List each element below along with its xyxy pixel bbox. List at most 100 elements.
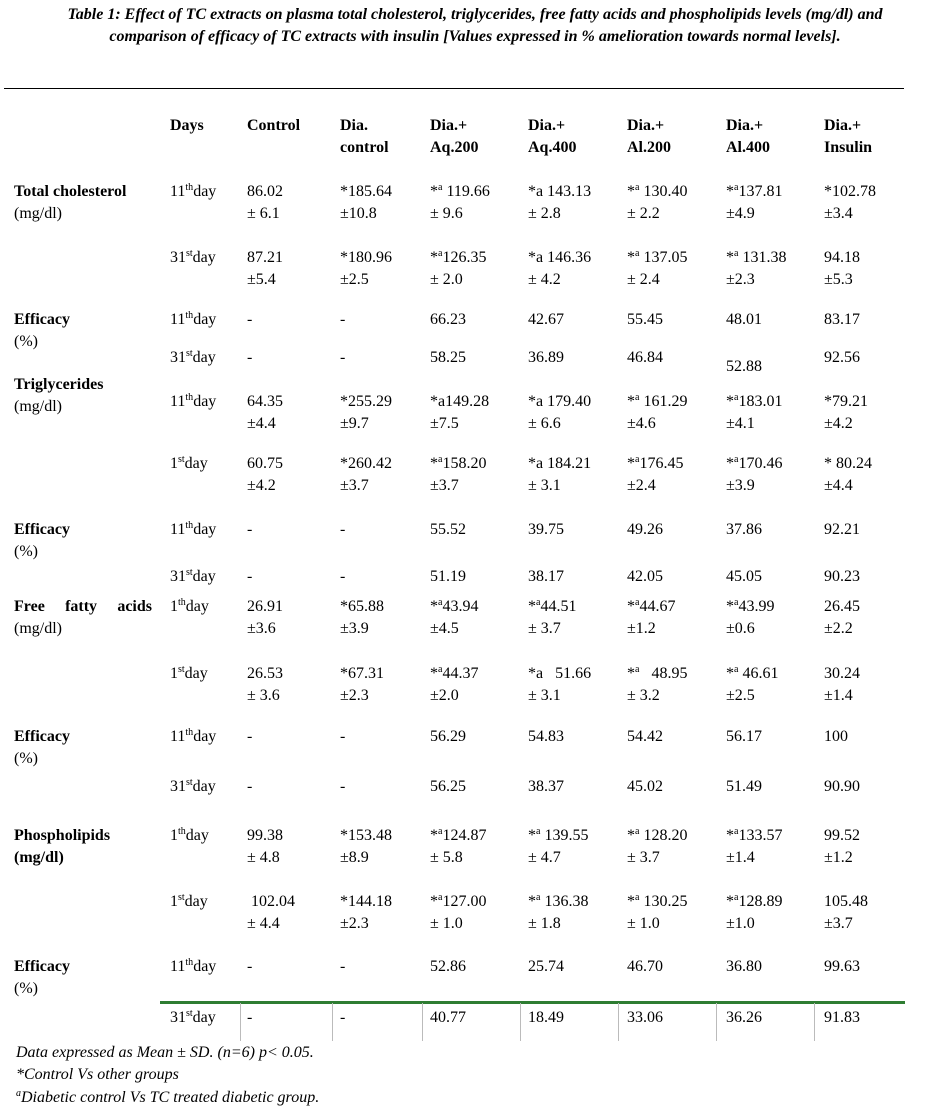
value-cell-aq400: *a 146.36 ± 4.2 <box>528 247 591 291</box>
day-cell: 1thday <box>170 825 209 847</box>
value-mean: *a 146.36 <box>528 249 592 266</box>
significance-star: * <box>726 393 734 410</box>
header-dia-al200-line: Al.200 <box>627 139 671 156</box>
value-sd: ±2.4 <box>627 477 656 494</box>
value-mean-number: 170.46 <box>738 455 783 472</box>
significance-superscript: a <box>734 826 739 837</box>
value-sd: ± 1.8 <box>528 915 561 932</box>
value-sd: ± 5.8 <box>430 849 463 866</box>
value-sd: ±9.7 <box>340 415 369 432</box>
value-mean: *153.48 <box>340 827 392 844</box>
row-label-line: Triglycerides <box>14 376 104 393</box>
value-cell-diac: - <box>340 568 346 585</box>
day-number: 11 <box>170 183 186 200</box>
header-dia-control-line: Dia. <box>340 117 368 134</box>
day-ordinal: th <box>185 957 194 968</box>
value-mean: *a 179.40 <box>528 393 592 410</box>
value-cell-al200: 45.02 <box>627 778 663 795</box>
value-cell-diac: - <box>340 958 346 975</box>
day-number: 1 <box>170 455 178 472</box>
value-cell-control: - <box>247 778 253 795</box>
header-dia-al400: Dia.+ Al.400 <box>726 115 770 159</box>
value-cell-control: - <box>247 521 253 538</box>
day-cell: 11thday <box>170 181 216 203</box>
day-suffix: day <box>193 728 217 745</box>
value-cell-ins: 30.24 ±1.4 <box>824 663 860 707</box>
significance-superscript: a <box>635 182 640 193</box>
value-cell-al400: *a128.89 ±1.0 <box>726 891 782 935</box>
day-number: 11 <box>170 311 186 328</box>
value-sd: ±4.9 <box>726 205 755 222</box>
significance-superscript: a <box>438 892 443 903</box>
value-cell-aq200: 58.25 <box>430 349 466 366</box>
row-label-pl: Phospholipids (mg/dl) <box>14 825 110 869</box>
day-ordinal: th <box>185 520 194 531</box>
day-ordinal: th <box>178 597 186 608</box>
row-label-eff4: Efficacy (%) <box>14 956 70 1000</box>
row-label-line: Efficacy <box>14 728 70 745</box>
day-cell: 11thday <box>170 519 216 541</box>
value-mean: 26.91 <box>247 598 283 615</box>
row-label-line: Free fatty acids <box>14 598 152 615</box>
row-label-eff3: Efficacy (%) <box>14 726 70 770</box>
day-number: 1 <box>170 893 178 910</box>
day-ordinal: st <box>178 454 185 465</box>
day-suffix: day <box>193 521 217 538</box>
value-sd: ±3.6 <box>247 620 276 637</box>
day-ordinal: st <box>178 664 185 675</box>
day-cell: 11thday <box>170 309 216 331</box>
value-cell-control: 26.91 ±3.6 <box>247 596 283 640</box>
value-cell-aq200: *a126.35 ± 2.0 <box>430 247 486 291</box>
value-mean-number: 136.38 <box>540 893 589 910</box>
value-cell-aq200: *a124.87 ± 5.8 <box>430 825 486 869</box>
significance-superscript: a <box>438 454 443 465</box>
significance-star: * <box>627 598 635 615</box>
day-number: 1 <box>170 827 178 844</box>
value-mean: *102.78 <box>824 183 876 200</box>
value-sd: ±4.5 <box>430 620 459 637</box>
value-cell-al200: *a 130.40 ± 2.2 <box>627 181 687 225</box>
value-cell-aq200: *a127.00 ± 1.0 <box>430 891 486 935</box>
value-cell-al200: 33.06 <box>627 1009 663 1026</box>
value-mean: *a 48.95 <box>627 663 687 685</box>
value-mean: *67.31 <box>340 665 384 682</box>
value-mean: *a 184.21 <box>528 455 592 472</box>
significance-star: * <box>726 183 734 200</box>
value-cell-ins: 90.23 <box>824 568 860 585</box>
value-cell-al400: 36.26 <box>726 1009 762 1026</box>
value-mean: *a 119.66 <box>430 181 490 203</box>
row-label-line: Efficacy <box>14 521 70 538</box>
header-dia-al200: Dia.+ Al.200 <box>627 115 671 159</box>
value-cell-diac: *180.96 ±2.5 <box>340 247 392 291</box>
value-sd: ± 4.2 <box>528 271 561 288</box>
value-mean-number: 43.99 <box>738 598 775 615</box>
significance-superscript: a <box>635 597 640 608</box>
row-label-line: Phospholipids <box>14 827 111 844</box>
value-cell-control: 26.53 ± 3.6 <box>247 663 283 707</box>
row-label-line: (mg/dl) <box>14 398 62 415</box>
value-cell-al200: 49.26 <box>627 521 663 538</box>
value-cell-control: - <box>247 349 253 366</box>
significance-superscript: a <box>438 826 443 837</box>
value-cell-control: - <box>247 1009 253 1026</box>
significance-star: * <box>627 393 635 410</box>
value-cell-diac: *144.18 ±2.3 <box>340 891 392 935</box>
row-label-ffa: Free fatty acids (mg/dl) <box>14 596 152 640</box>
value-mean: 99.38 <box>247 827 283 844</box>
value-cell-control: - <box>247 311 253 328</box>
significance-superscript: a <box>734 892 739 903</box>
value-mean: *a149.28 <box>430 393 490 410</box>
value-mean: 86.02 <box>247 183 283 200</box>
day-ordinal: st <box>186 348 193 359</box>
value-cell-ins: * 80.24 ±4.4 <box>824 453 872 497</box>
value-cell-al200: 42.05 <box>627 568 663 585</box>
value-cell-diac: *65.88 ±3.9 <box>340 596 384 640</box>
value-sd: ±2.5 <box>340 271 369 288</box>
day-number: 1 <box>170 665 178 682</box>
value-sd: ±4.6 <box>627 415 656 432</box>
value-sd: ±4.2 <box>824 415 853 432</box>
value-mean: *a 136.38 <box>528 891 588 913</box>
value-cell-aq400: *a 136.38 ± 1.8 <box>528 891 588 935</box>
value-mean: *79.21 <box>824 393 868 410</box>
value-mean: *a 51.66 <box>528 665 592 682</box>
